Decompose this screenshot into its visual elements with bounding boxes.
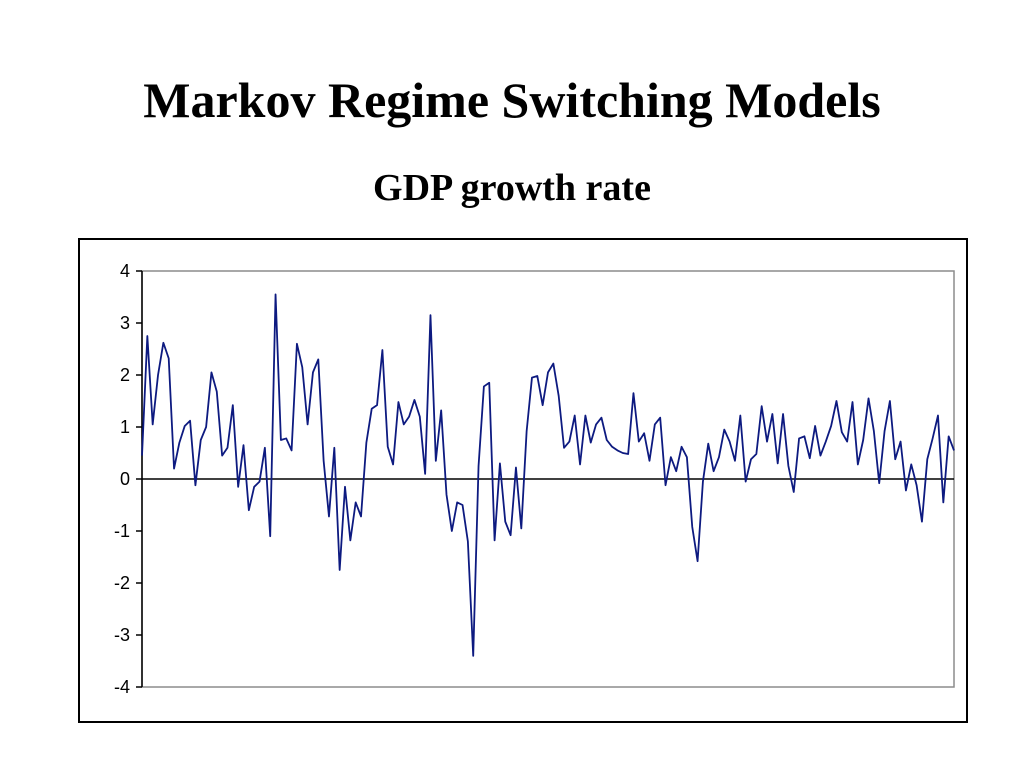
y-tick-label: 1: [120, 417, 130, 437]
y-ticks: 4 3 2 1 0 -1 -2 -3 -4: [114, 261, 142, 697]
chart-frame: [78, 238, 968, 723]
gdp-growth-points: [141, 293, 955, 656]
y-tick-label: -1: [114, 521, 130, 541]
gdp-growth-series-line: [141, 293, 955, 657]
y-tick-label: -2: [114, 573, 130, 593]
y-tick-label: 4: [120, 261, 130, 281]
y-tick-label: -4: [114, 677, 130, 697]
y-tick-label: -3: [114, 625, 130, 645]
slide-title: Markov Regime Switching Models: [143, 72, 881, 128]
y-tick-label: 3: [120, 313, 130, 333]
chart-title: GDP growth rate: [373, 167, 651, 209]
y-tick-label: 0: [120, 469, 130, 489]
y-tick-label: 2: [120, 365, 130, 385]
